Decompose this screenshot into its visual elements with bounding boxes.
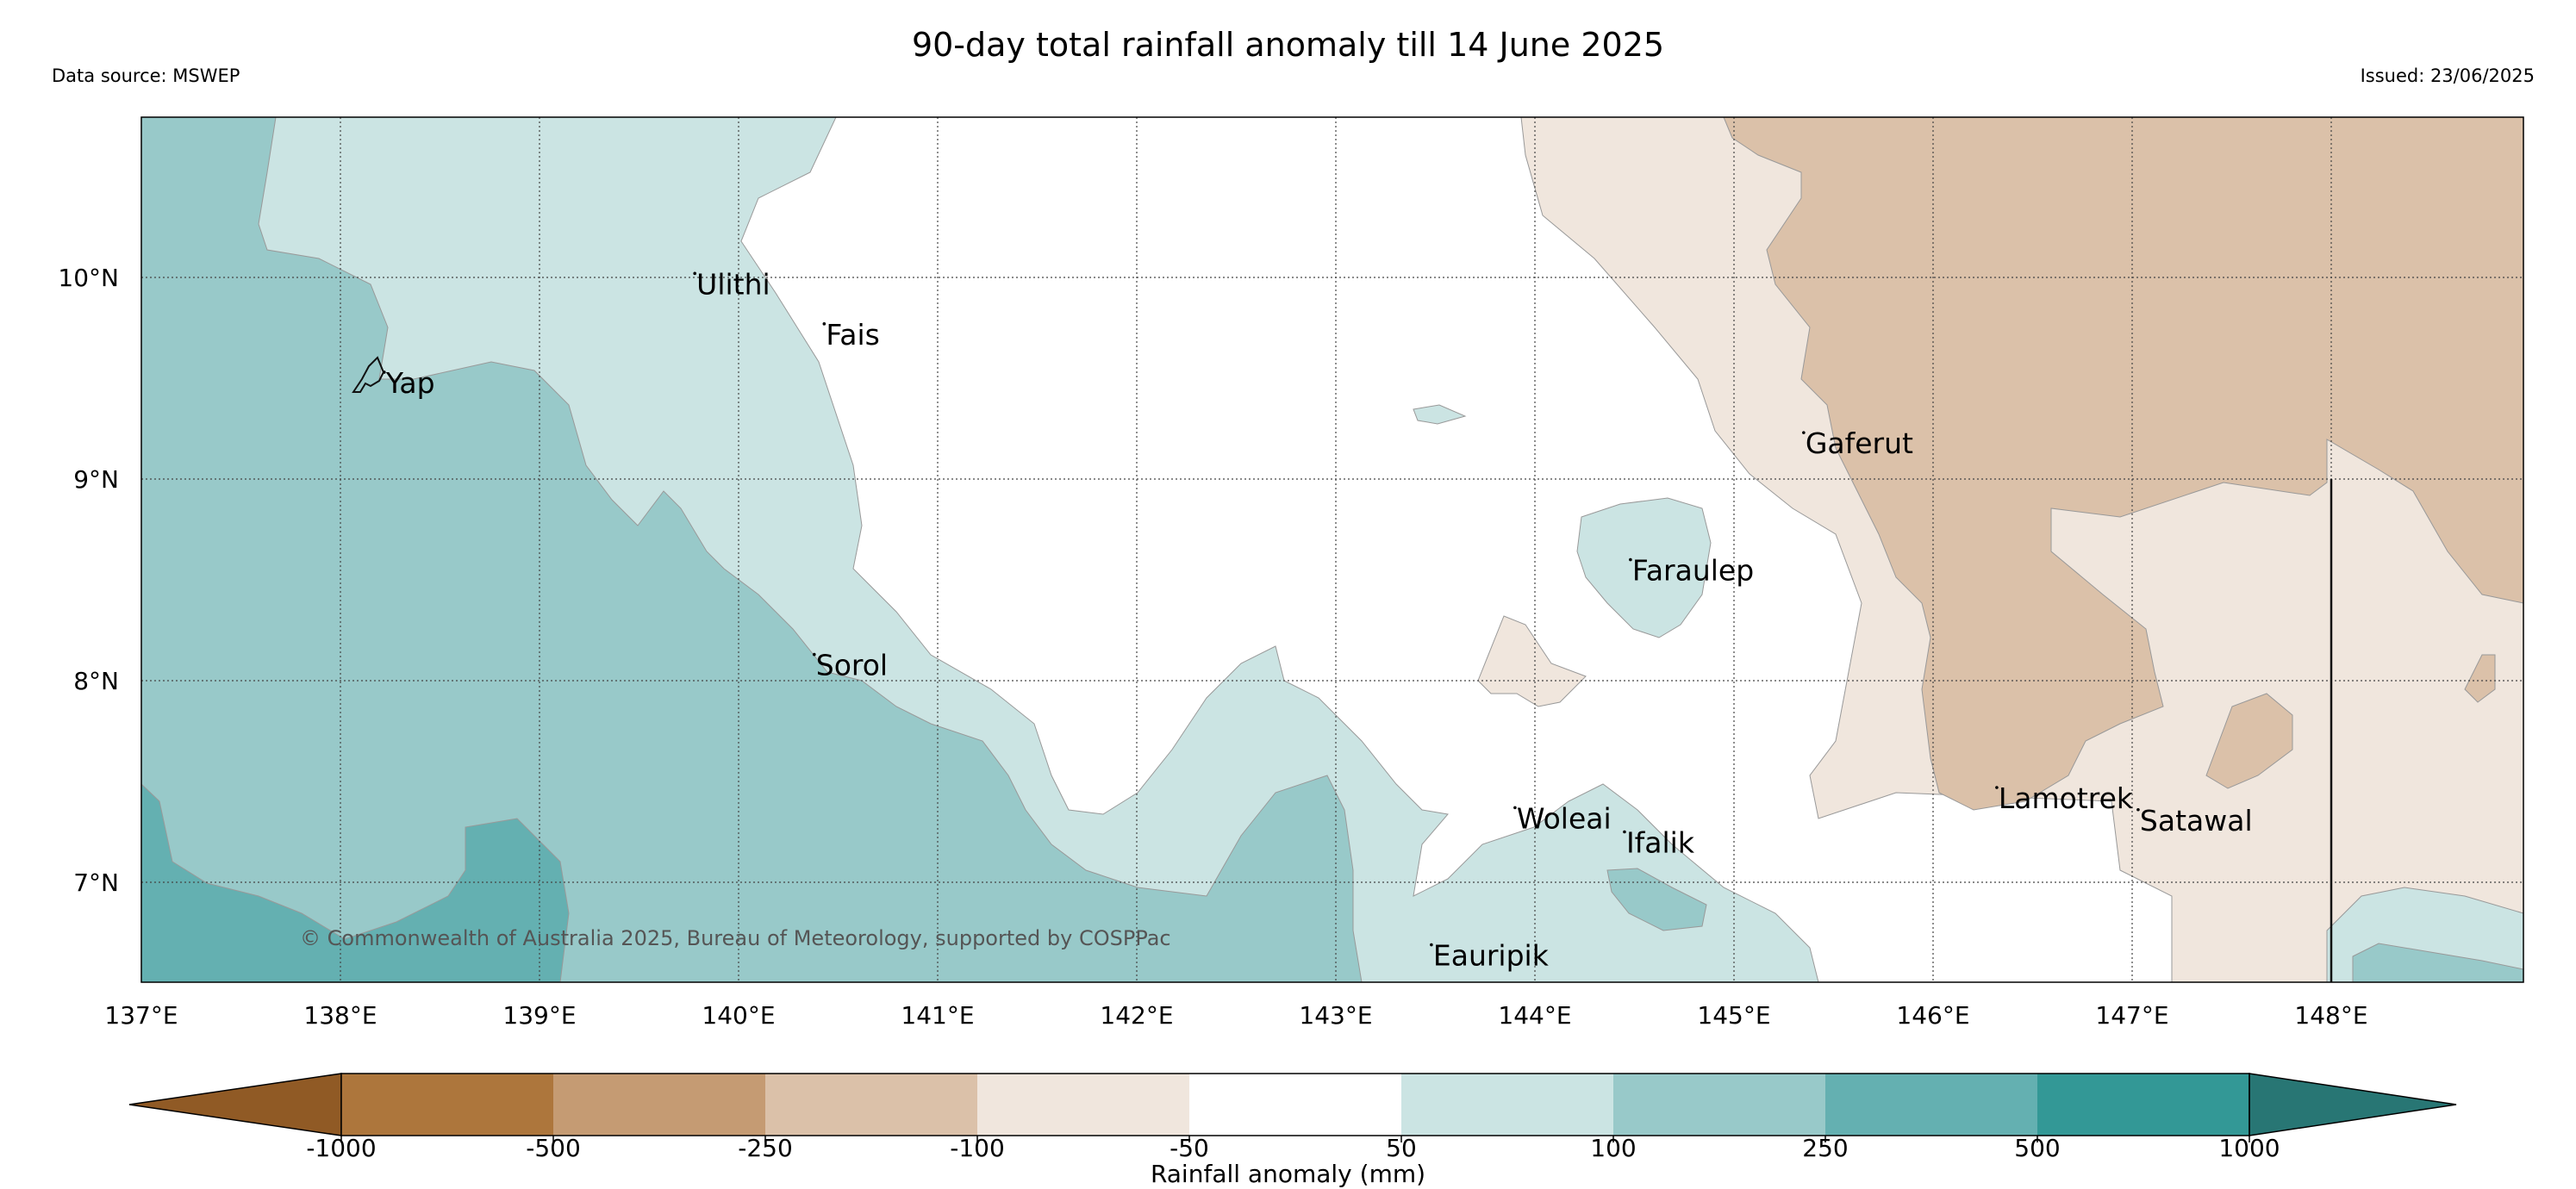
place-label: Gaferut bbox=[1806, 426, 1913, 460]
place-label: Sorol bbox=[816, 649, 888, 682]
copyright-text: © Commonwealth of Australia 2025, Bureau… bbox=[300, 926, 1171, 950]
longitude-tick-label: 148°E bbox=[2294, 1001, 2367, 1030]
wet-100-250-blob-se bbox=[2352, 943, 2523, 982]
colorbar-tick-label: 100 bbox=[1590, 1134, 1636, 1162]
longitude-tick-label: 137°E bbox=[104, 1001, 178, 1030]
dry-100-250-region bbox=[1723, 117, 2523, 811]
colorbar: -1000 -500 -250 -100 -50 50 100 250 500 1000 bbox=[128, 1073, 2457, 1162]
colorbar-tick-label: 500 bbox=[2014, 1134, 2060, 1162]
longitude-tick-label: 141°E bbox=[901, 1001, 974, 1030]
colorbar-high-extend bbox=[2249, 1073, 2457, 1136]
place-label: Eauripik bbox=[1433, 939, 1550, 973]
place-label: Fais bbox=[826, 318, 880, 352]
longitude-tick-label: 144°E bbox=[1498, 1001, 1571, 1030]
latitude-tick-label: 10°N bbox=[58, 264, 119, 292]
data-source: Data source: MSWEP bbox=[52, 65, 240, 86]
longitude-tick-label: 146°E bbox=[1896, 1001, 1969, 1030]
place-marker bbox=[812, 652, 816, 657]
colorbar-tick-label: -1000 bbox=[306, 1134, 376, 1162]
dry-100-250-blob-small bbox=[2464, 654, 2496, 703]
longitude-tick-label: 139°E bbox=[502, 1001, 576, 1030]
map-title: 90-day total rainfall anomaly till 14 Ju… bbox=[911, 26, 1665, 64]
colorbar-segment-wet-50-100 bbox=[1401, 1074, 1613, 1136]
wet-250-500-region bbox=[141, 783, 570, 982]
latitude-tick-label: 9°N bbox=[73, 465, 119, 494]
yap-island-outline bbox=[352, 356, 385, 393]
place-label: Faraulep bbox=[1632, 554, 1754, 588]
place-marker bbox=[822, 322, 826, 326]
latitude-tick-label: 8°N bbox=[73, 667, 119, 695]
colorbar-tick-label: 1000 bbox=[2218, 1134, 2280, 1162]
place-marker bbox=[1995, 786, 1999, 789]
place-marker bbox=[693, 271, 696, 276]
colorbar-segment-wet-250-500 bbox=[1825, 1074, 2037, 1136]
place-marker bbox=[1623, 830, 1626, 834]
colorbar-segment-neutral bbox=[1189, 1074, 1401, 1136]
graticule bbox=[141, 117, 2523, 982]
place-marker bbox=[1513, 806, 1517, 810]
place-marker bbox=[1430, 943, 1433, 947]
place-marker bbox=[1802, 431, 1806, 434]
colorbar-tick-label: -100 bbox=[950, 1134, 1005, 1162]
colorbar-label: Rainfall anomaly (mm) bbox=[1150, 1160, 1426, 1188]
colorbar-segment-wet-100-250 bbox=[1613, 1074, 1825, 1136]
longitude-tick-labels: 137°E 138°E 139°E 140°E 141°E 142°E 143°E 144°E… bbox=[104, 1001, 2367, 1030]
place-label: Lamotrek bbox=[1999, 781, 2134, 815]
colorbar-segment-dry-250-100 bbox=[765, 1074, 977, 1136]
colorbar-low-extend bbox=[128, 1073, 342, 1136]
place-marker bbox=[383, 370, 386, 374]
place-labels: Yap Ulithi Fais Sorol Gaferut Faraulep Woleai I… bbox=[383, 267, 2253, 973]
place-label: Satawal bbox=[2140, 804, 2253, 837]
wet-100-250-region bbox=[141, 117, 1363, 982]
wet-100-250-blob-ifalik bbox=[1606, 868, 1707, 931]
colorbar-tick-label: 50 bbox=[1386, 1134, 1417, 1162]
colorbar-segment-dry-500-250 bbox=[553, 1074, 765, 1136]
dry-50-100-blob bbox=[1477, 615, 1587, 707]
latitude-tick-label: 7°N bbox=[73, 868, 119, 897]
longitude-tick-label: 140°E bbox=[702, 1001, 775, 1030]
issued-date: Issued: 23/06/2025 bbox=[2360, 65, 2535, 86]
dry-100-250-blob-east bbox=[2205, 693, 2293, 789]
longitude-tick-label: 143°E bbox=[1299, 1001, 1372, 1030]
latitude-tick-labels: 10°N 9°N 8°N 7°N bbox=[58, 264, 119, 897]
place-label: Woleai bbox=[1517, 801, 1612, 835]
place-marker bbox=[2136, 807, 2140, 812]
colorbar-tick-label: -250 bbox=[738, 1134, 793, 1162]
colorbar-tick-label: -500 bbox=[526, 1134, 581, 1162]
wet-50-100-blob-small bbox=[1413, 404, 1467, 425]
colorbar-segment-dry-1000-500 bbox=[341, 1074, 553, 1136]
colorbar-tick-label: 250 bbox=[1802, 1134, 1848, 1162]
longitude-tick-label: 147°E bbox=[2095, 1001, 2168, 1030]
longitude-tick-label: 138°E bbox=[303, 1001, 377, 1030]
place-label: Ifalik bbox=[1626, 826, 1695, 860]
colorbar-segment-dry-100-50 bbox=[977, 1074, 1189, 1136]
plot-frame bbox=[140, 116, 2524, 983]
colorbar-tick-label: -50 bbox=[1169, 1134, 1209, 1162]
place-label: Ulithi bbox=[696, 267, 770, 301]
colorbar-segment-wet-500-1000 bbox=[2037, 1074, 2249, 1136]
longitude-tick-label: 142°E bbox=[1100, 1001, 1173, 1030]
wet-50-100-blob-faraulep bbox=[1576, 497, 1712, 638]
place-marker bbox=[1629, 557, 1632, 562]
longitude-tick-label: 145°E bbox=[1697, 1001, 1770, 1030]
place-label: Yap bbox=[385, 366, 435, 400]
colorbar-ticks: -1000 -500 -250 -100 -50 50 100 250 500 1000 bbox=[306, 1134, 2280, 1162]
